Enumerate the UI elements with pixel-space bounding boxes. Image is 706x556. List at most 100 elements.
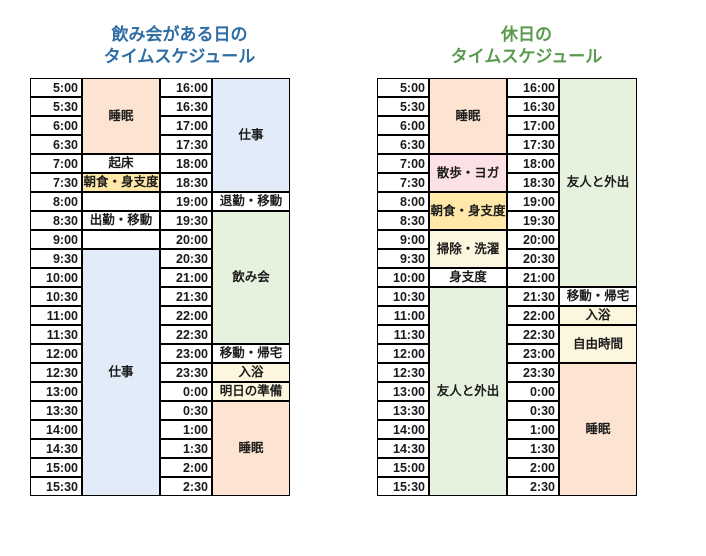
activity-cell: 仕事 <box>212 78 290 192</box>
time-cell: 14:30 <box>30 439 82 458</box>
activity-label: 起床 <box>108 154 133 173</box>
panel-title: 飲み会がある日のタイムスケジュール <box>30 24 329 68</box>
time-cell: 11:30 <box>30 325 82 344</box>
activity-cell: 睡眠 <box>82 78 160 154</box>
time-cell: 19:00 <box>160 192 212 211</box>
time-cell: 5:00 <box>377 78 429 97</box>
time-cell: 11:00 <box>30 306 82 325</box>
activity-label: 移動・帰宅 <box>567 287 630 306</box>
time-cell: 8:00 <box>377 192 429 211</box>
time-cell: 20:30 <box>507 249 559 268</box>
activity-label: 飲み会 <box>232 268 270 287</box>
activity-cell: 睡眠 <box>429 78 507 154</box>
time-cell: 12:00 <box>30 344 82 363</box>
activity-cell: 睡眠 <box>212 401 290 496</box>
time-cell: 1:30 <box>160 439 212 458</box>
activity-cell <box>82 192 160 211</box>
time-cell: 23:30 <box>507 363 559 382</box>
time-cell: 0:00 <box>507 382 559 401</box>
time-cell: 10:30 <box>30 287 82 306</box>
time-cell: 8:30 <box>30 211 82 230</box>
time-cell: 6:30 <box>30 135 82 154</box>
activity-label: 睡眠 <box>455 107 480 126</box>
time-cell: 16:00 <box>507 78 559 97</box>
schedule-grid: 5:005:306:006:307:007:308:008:309:009:30… <box>30 78 329 496</box>
activity-cell: 入浴 <box>212 363 290 382</box>
time-cell: 7:30 <box>30 173 82 192</box>
activity-label: 入浴 <box>585 306 610 325</box>
activity-cell: 友人と外出 <box>559 78 637 287</box>
activity-cell: 入浴 <box>559 306 637 325</box>
time-cell: 20:00 <box>507 230 559 249</box>
time-cell: 2:00 <box>160 458 212 477</box>
time-cell: 12:30 <box>30 363 82 382</box>
activity-cell <box>82 230 160 249</box>
time-cell: 17:00 <box>160 116 212 135</box>
time-cell: 1:00 <box>507 420 559 439</box>
activity-label: 睡眠 <box>238 439 263 458</box>
time-cell: 2:30 <box>507 477 559 496</box>
time-cell: 5:00 <box>30 78 82 97</box>
time-cell: 20:30 <box>160 249 212 268</box>
time-cell: 17:00 <box>507 116 559 135</box>
activity-cell: 退勤・移動 <box>212 192 290 211</box>
time-cell: 10:30 <box>377 287 429 306</box>
activity-label: 友人と外出 <box>437 382 500 401</box>
time-cell: 23:30 <box>160 363 212 382</box>
time-cell: 6:00 <box>377 116 429 135</box>
time-cell: 6:00 <box>30 116 82 135</box>
time-cell: 20:00 <box>160 230 212 249</box>
time-cell: 8:00 <box>30 192 82 211</box>
time-cell: 7:00 <box>377 154 429 173</box>
time-cell: 9:30 <box>377 249 429 268</box>
time-cell: 17:30 <box>160 135 212 154</box>
time-cell: 12:30 <box>377 363 429 382</box>
time-cell: 9:30 <box>30 249 82 268</box>
time-cell: 19:00 <box>507 192 559 211</box>
time-cell: 0:30 <box>160 401 212 420</box>
schedule-wrap: 飲み会がある日のタイムスケジュール5:005:306:006:307:007:3… <box>30 24 676 496</box>
time-cell: 9:00 <box>377 230 429 249</box>
activity-cell: 明日の準備 <box>212 382 290 401</box>
time-cell: 5:30 <box>377 97 429 116</box>
time-cell: 2:30 <box>160 477 212 496</box>
activity-label: 睡眠 <box>585 420 610 439</box>
time-cell: 6:30 <box>377 135 429 154</box>
schedule-panel-holiday: 休日のタイムスケジュール5:005:306:006:307:007:308:00… <box>377 24 676 496</box>
time-cell: 12:00 <box>377 344 429 363</box>
time-cell: 10:00 <box>377 268 429 287</box>
time-cell: 14:30 <box>377 439 429 458</box>
time-cell: 8:30 <box>377 211 429 230</box>
time-cell: 19:30 <box>507 211 559 230</box>
time-cell: 18:30 <box>160 173 212 192</box>
time-cell: 1:30 <box>507 439 559 458</box>
time-cell: 14:00 <box>377 420 429 439</box>
time-cell: 10:00 <box>30 268 82 287</box>
time-cell: 13:30 <box>30 401 82 420</box>
time-cell: 16:00 <box>160 78 212 97</box>
time-cell: 16:30 <box>160 97 212 116</box>
time-cell: 13:30 <box>377 401 429 420</box>
activity-label: 朝食・身支度 <box>83 173 158 192</box>
activity-label: 身支度 <box>449 268 487 287</box>
activity-label: 掃除・洗濯 <box>437 240 500 259</box>
time-cell: 18:00 <box>507 154 559 173</box>
activity-cell: 友人と外出 <box>429 287 507 496</box>
time-cell: 21:30 <box>507 287 559 306</box>
time-cell: 7:30 <box>377 173 429 192</box>
time-cell: 11:30 <box>377 325 429 344</box>
time-cell: 15:30 <box>30 477 82 496</box>
time-cell: 22:30 <box>160 325 212 344</box>
activity-label: 出勤・移動 <box>90 211 153 230</box>
activity-label: 朝食・身支度 <box>430 202 505 221</box>
activity-cell: 仕事 <box>82 249 160 496</box>
time-cell: 17:30 <box>507 135 559 154</box>
time-cell: 14:00 <box>30 420 82 439</box>
activity-cell: 移動・帰宅 <box>559 287 637 306</box>
activity-cell: 散歩・ヨガ <box>429 154 507 192</box>
time-cell: 23:00 <box>160 344 212 363</box>
activity-label: 散歩・ヨガ <box>437 164 500 183</box>
activity-cell: 自由時間 <box>559 325 637 363</box>
time-cell: 15:30 <box>377 477 429 496</box>
time-cell: 22:00 <box>507 306 559 325</box>
